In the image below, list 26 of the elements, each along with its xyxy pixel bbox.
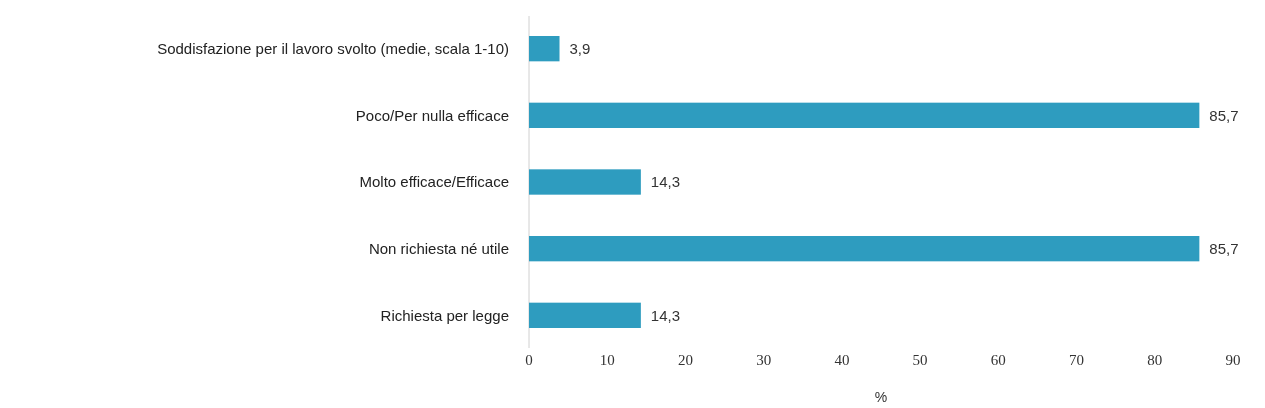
y-tick-label: Molto efficace/Efficace: [359, 173, 509, 191]
data-label: 85,7: [1209, 106, 1239, 124]
bar: [529, 302, 641, 328]
x-tick-label: 90: [1225, 352, 1241, 368]
x-tick-label: 30: [756, 352, 772, 368]
x-tick-label: 20: [677, 352, 693, 368]
y-tick-label: Non richiesta né utile: [368, 239, 509, 257]
bar: [529, 169, 641, 195]
bar: [529, 236, 1200, 262]
data-label: 14,3: [650, 306, 681, 324]
bar: [529, 36, 560, 62]
x-axis-title: %: [874, 389, 888, 405]
x-tick-label: 70: [1069, 352, 1085, 368]
data-label: 3,9: [569, 39, 591, 57]
y-tick-label: Soddisfazione per il lavoro svolto (medie, scala 1-10): [157, 39, 509, 57]
data-label: 85,7: [1209, 239, 1239, 257]
x-tick-label: 40: [834, 352, 850, 368]
y-tick-label: Richiesta per legge: [380, 306, 509, 324]
x-tick-label: 80: [1147, 352, 1163, 368]
x-tick-label: 60: [990, 352, 1006, 368]
bar: [529, 102, 1200, 128]
y-tick-label: Poco/Per nulla efficace: [355, 106, 509, 124]
x-tick-label: 50: [912, 352, 928, 368]
data-label: 14,3: [650, 173, 681, 191]
x-tick-label: 10: [599, 352, 615, 368]
x-tick-label: 0: [525, 352, 533, 368]
